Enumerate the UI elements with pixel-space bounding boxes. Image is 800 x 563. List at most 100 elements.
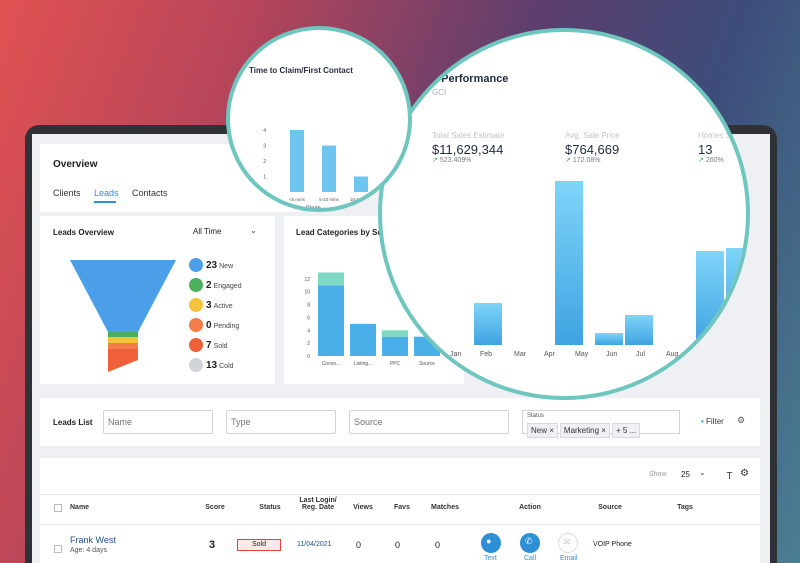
legend-item: 13 Cold (206, 360, 234, 371)
status-chip[interactable]: Marketing × (559, 423, 610, 438)
metric-label: Avg. Sale Price (565, 131, 620, 140)
source-input[interactable] (349, 410, 509, 434)
bar (318, 272, 344, 286)
bar (354, 176, 368, 192)
metric-change: ↗ 523.409% (432, 157, 472, 164)
filter-button[interactable]: • Filter (701, 417, 724, 426)
x-tick-label: Unclaimed (702, 351, 726, 357)
status-chip[interactable]: New × (527, 423, 558, 438)
bar (382, 330, 408, 337)
x-tick-label: PPC (390, 361, 401, 367)
bar (474, 303, 502, 345)
x-tick-label: Mar (514, 351, 527, 358)
table-row[interactable]: Frank West Age: 4 days 3 Sold 11/04/2021… (40, 525, 760, 563)
lead-age: Age: 4 days (70, 547, 107, 554)
metric-change: ↗ 260% (698, 157, 724, 164)
header-divider (40, 494, 760, 495)
text-label[interactable]: Text (484, 555, 497, 562)
call-label[interactable]: Call (524, 555, 537, 562)
leads-list-title: Leads List (53, 418, 93, 427)
leads-list-card: Leads List Status New ×Marketing ×+ 5 ..… (40, 398, 760, 446)
x-tick-label: Listing... (354, 361, 373, 367)
legend-dot (189, 278, 203, 292)
legend-dot (189, 358, 203, 372)
chat-icon: ● (486, 536, 492, 546)
column-header[interactable]: Tags (677, 504, 693, 511)
legend-item: 3 Active (206, 300, 233, 311)
row-checkbox[interactable] (54, 545, 62, 553)
gear-icon[interactable]: ⚙ (740, 468, 749, 479)
legend-label: Time to Claim (284, 206, 321, 212)
lead-date: 11/04/2021 (297, 541, 332, 548)
name-input[interactable] (103, 410, 213, 434)
tab-contacts[interactable]: Contacts (132, 188, 168, 198)
column-header[interactable]: Action (519, 504, 541, 511)
bar (322, 145, 336, 192)
row-divider (40, 524, 760, 525)
select-all-checkbox[interactable] (54, 504, 62, 512)
column-header[interactable]: Status (259, 504, 281, 511)
email-label[interactable]: Email (560, 555, 578, 562)
column-header[interactable]: Source (598, 504, 622, 511)
envelope-icon: ✉ (563, 537, 571, 547)
x-tick-label: 5-10 mins (319, 197, 340, 202)
bar (696, 251, 724, 345)
bar (318, 285, 344, 356)
lead-score: 3 (209, 539, 216, 551)
column-header[interactable]: Favs (394, 504, 410, 511)
email-button[interactable]: ✉ (558, 533, 578, 553)
leads-funnel (70, 260, 176, 372)
status-label: Status (527, 413, 545, 419)
bar (555, 181, 583, 345)
column-header[interactable]: Views (353, 504, 373, 511)
y-tick-label: 8 (307, 303, 310, 309)
text-button[interactable]: ● (481, 533, 501, 553)
status-select[interactable]: Status New × Marketing × + 5 ... (522, 410, 680, 438)
status-chip[interactable]: + 5 ... (611, 423, 641, 438)
type-input[interactable] (226, 410, 336, 434)
performance-magnifier: y Performance GCI Total Sales Estimate $… (378, 28, 750, 400)
tab-clients[interactable]: Clients (53, 188, 81, 198)
x-tick-label: Jan (450, 351, 462, 358)
chevron-down-icon[interactable]: ⌄ (250, 226, 257, 235)
chevron-down-icon[interactable]: ⌄ (699, 468, 706, 477)
metric-label: Homes S (698, 131, 731, 140)
column-header[interactable]: Score (205, 504, 225, 511)
x-tick-label: Jul (636, 351, 645, 358)
range-select[interactable]: All Time (193, 227, 222, 236)
sliders-icon[interactable]: ⚙ (737, 415, 746, 425)
column-header[interactable]: Last Login/ Reg. Date (299, 497, 337, 511)
x-tick-label: 10-15 mins (350, 197, 373, 202)
time-to-claim-magnifier: Time to Claim/First Contact 4 3 2 1 0 <5 mins… (226, 26, 412, 212)
column-header[interactable]: Name (70, 504, 90, 511)
lead-categories-chart: 12 10 8 6 4 2 0 Conso... Listing... PPC Source (304, 272, 440, 367)
page-size-select[interactable]: 25 (681, 470, 690, 479)
y-tick-label: 2 (307, 341, 310, 347)
legend-item: 23 New (206, 260, 234, 271)
call-button[interactable]: ✆ (520, 533, 540, 553)
legend-dot (189, 338, 203, 352)
tab-leads-underline (94, 201, 116, 203)
y-tick-label: 6 (307, 315, 310, 321)
lead-name[interactable]: Frank West (70, 535, 116, 545)
status-badge: Sold (237, 539, 281, 551)
leads-overview-card: Leads Overview All Time ⌄ 23 New 2 Engaged 3… (40, 216, 275, 384)
x-tick-label: Conso... (322, 361, 341, 367)
y-tick-label: 2 (263, 159, 266, 165)
legend-dot (189, 318, 203, 332)
legend-item: 2 Engaged (206, 280, 242, 291)
column-header[interactable]: Matches (430, 504, 459, 511)
metric-value: $764,669 (565, 142, 620, 157)
tab-leads[interactable]: Leads (94, 188, 119, 198)
show-label: Show (649, 471, 667, 478)
x-tick-label: Apr (544, 351, 555, 358)
y-tick-label: 0 (263, 190, 266, 196)
bar (595, 333, 623, 345)
y-tick-label: 0 (307, 354, 310, 360)
lead-favs: 0 (395, 540, 401, 550)
page-title: Overview (53, 159, 98, 170)
bar (386, 176, 400, 192)
text-size-icon[interactable]: Ｔ (725, 471, 735, 481)
legend-dot (189, 298, 203, 312)
y-tick-label: 4 (307, 328, 310, 334)
